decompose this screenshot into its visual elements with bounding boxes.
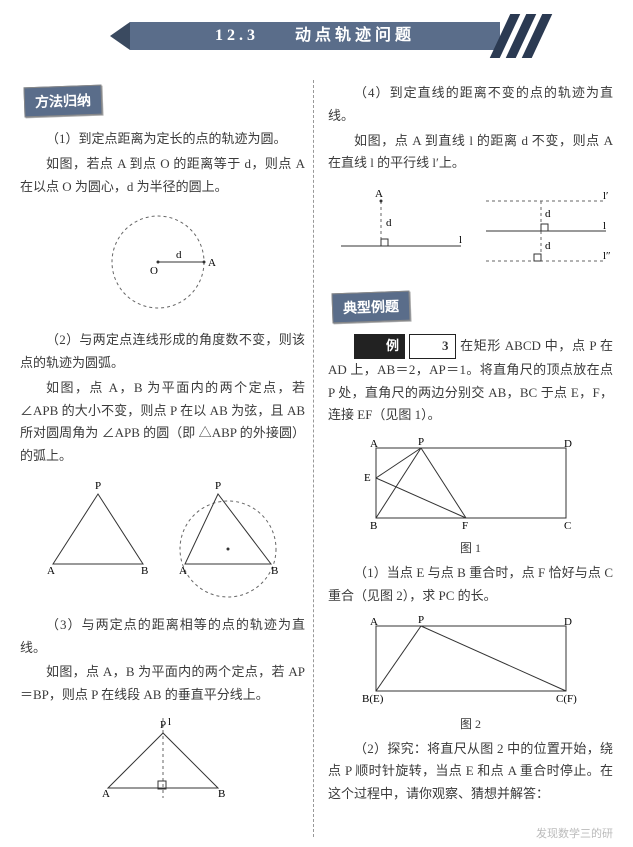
ex-label: 例 — [354, 334, 405, 359]
banner-left-arrow — [110, 22, 130, 50]
t2-P: P — [215, 480, 221, 492]
pb-B: B — [218, 788, 225, 800]
lbl-O: O — [150, 265, 158, 277]
r1-A: A — [370, 438, 378, 450]
r1-C: C — [564, 520, 571, 532]
left-column: 方法归纳 （1）到定点距离为定长的点的轨迹为圆。 如图，若点 A 到点 O 的距… — [20, 80, 314, 837]
pb-A: A — [102, 788, 110, 800]
para-4b: 如图，点 A 到直线 l 的距离 d 不变，则点 A 在直线 l 的平行线 l′… — [328, 130, 613, 176]
r2-BE: B(E) — [362, 693, 384, 705]
para-3a: （3）与两定点的距离相等的点的轨迹为直线。 — [20, 614, 305, 660]
fig2-caption: 图 2 — [328, 715, 613, 732]
example-stem: 例3在矩形 ABCD 中，点 P 在 AD 上，AB＝2，AP＝1。将直角尺的顶… — [328, 334, 613, 427]
fig1-caption: 图 1 — [328, 539, 613, 556]
para-1a: （1）到定点距离为定长的点的轨迹为圆。 — [20, 128, 305, 151]
section-number: 12.3 — [215, 27, 259, 44]
t1-A: A — [47, 565, 55, 577]
pr-l: l — [603, 220, 606, 232]
question-1: （1）当点 E 与点 B 重合时，点 F 恰好与点 C 重合（见图 2），求 P… — [328, 562, 613, 608]
r1-D: D — [564, 438, 572, 450]
question-2: （2）探究：将直尺从图 2 中的位置开始，绕点 P 顺时针旋转，当点 E 和点 … — [328, 738, 613, 806]
t1-B: B — [141, 565, 148, 577]
figure-circle: O A d — [20, 204, 305, 323]
figure-parallel-lines: A d l d d l′ l l″ — [328, 181, 613, 280]
pb-P: P — [160, 719, 166, 731]
lbl-d: d — [176, 249, 182, 261]
para-2a: （2）与两定点连线形成的角度数不变，则该点的轨迹为圆弧。 — [20, 329, 305, 375]
pr-d2: d — [545, 240, 551, 252]
t1-P: P — [95, 480, 101, 492]
pb-l: l — [168, 716, 171, 728]
pl-l: l — [459, 234, 462, 246]
figure-rect-2: A P D B(E) C(F) 图 2 — [328, 614, 613, 732]
r2-D: D — [564, 616, 572, 628]
r1-F: F — [462, 520, 468, 532]
para-3b: 如图，点 A，B 为平面内的两个定点，若 AP＝BP，则点 P 在线段 AB 的… — [20, 661, 305, 707]
pr-lp: l′ — [603, 190, 608, 202]
section-title: 动点轨迹问题 — [295, 27, 415, 44]
method-badge: 方法归纳 — [24, 85, 103, 118]
r1-E: E — [364, 472, 371, 484]
figure-arc: A B P A B P — [20, 474, 305, 608]
pr-lpp: l″ — [603, 250, 611, 262]
r2-P: P — [418, 614, 424, 626]
t2-B: B — [271, 565, 278, 577]
para-2b: 如图，点 A，B 为平面内的两个定点，若 ∠APB 的大小不变，则点 P 在以 … — [20, 377, 305, 468]
ex-num: 3 — [409, 334, 456, 359]
t2-A: A — [179, 565, 187, 577]
r1-B: B — [370, 520, 377, 532]
figure-rect-1: A P D E B F C 图 1 — [328, 433, 613, 556]
right-column: （4）到定直线的距离不变的点的轨迹为直线。 如图，点 A 到直线 l 的距离 d… — [328, 80, 613, 837]
r2-A: A — [370, 616, 378, 628]
para-1b: 如图，若点 A 到点 O 的距离等于 d，则点 A 在以点 O 为圆心，d 为半… — [20, 153, 305, 199]
r2-CF: C(F) — [556, 693, 577, 705]
figure-perp-bisector: A B P l — [20, 713, 305, 807]
pl-d: d — [386, 217, 392, 229]
r1-P: P — [418, 436, 424, 448]
example-badge: 典型例题 — [332, 291, 411, 324]
chapter-banner: 12.3 动点轨迹问题 — [130, 22, 500, 50]
watermark: 发现数学三的研 — [536, 825, 613, 841]
lbl-A: A — [208, 257, 216, 269]
para-4a: （4）到定直线的距离不变的点的轨迹为直线。 — [328, 82, 613, 128]
pl-A: A — [375, 188, 383, 200]
pr-d1: d — [545, 208, 551, 220]
